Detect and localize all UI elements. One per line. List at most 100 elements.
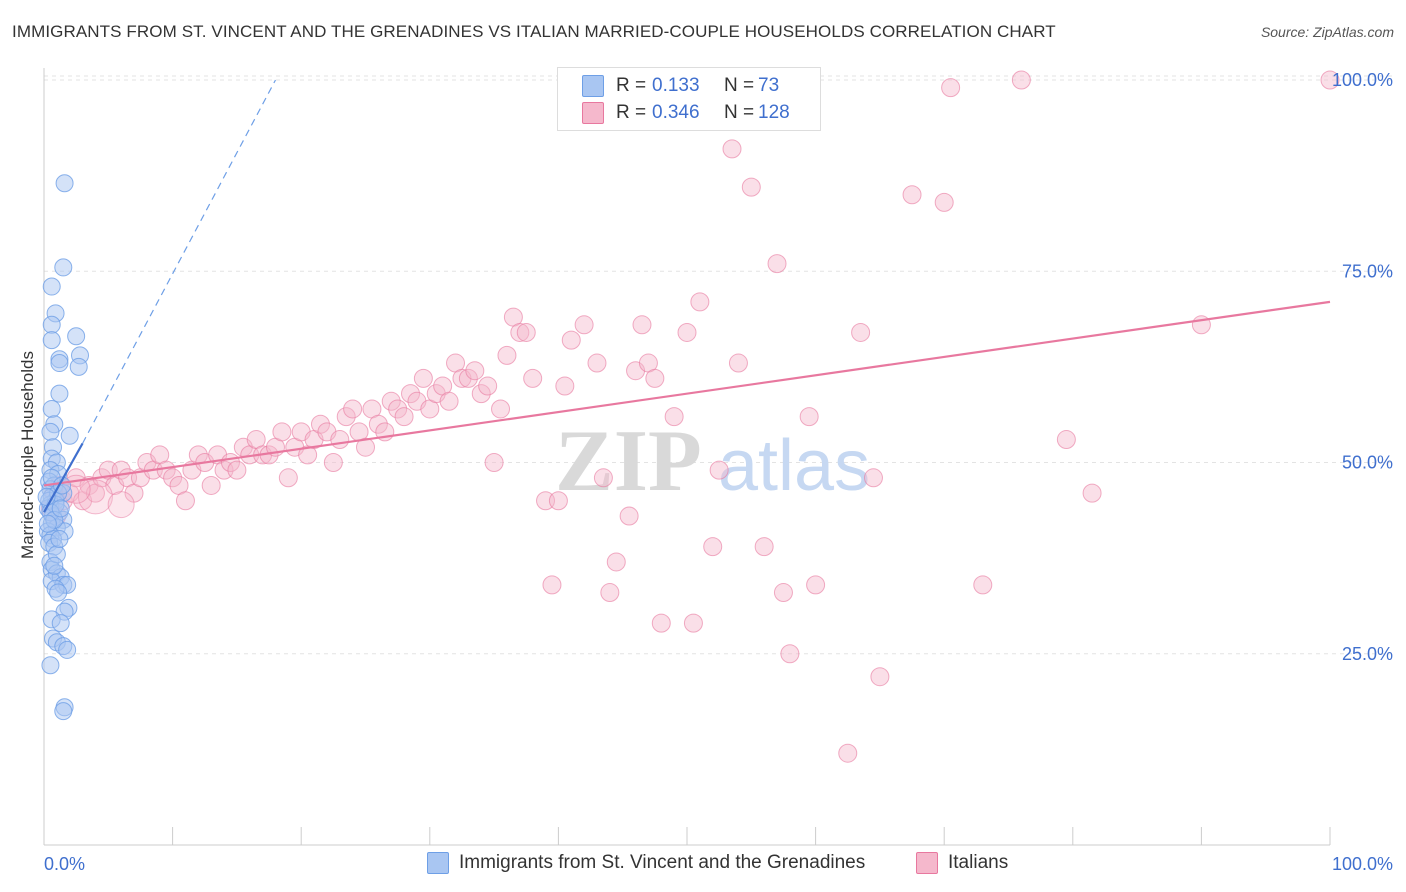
immigrants-point	[60, 426, 79, 445]
immigrants-trendline-extension	[82, 79, 277, 444]
italians-point	[163, 468, 183, 488]
italians-point	[278, 468, 298, 488]
italians-point	[227, 460, 247, 480]
series-legend: Immigrants from St. Vincent and the Gren…	[0, 852, 1406, 878]
italians-point	[741, 177, 761, 197]
immigrants-point	[54, 702, 73, 721]
italians-point	[356, 437, 375, 457]
italians-point	[388, 399, 408, 419]
legend-r-label: R =	[616, 102, 647, 123]
immigrants-point	[50, 530, 69, 548]
chart-title: IMMIGRANTS FROM ST. VINCENT AND THE GREN…	[12, 22, 1056, 41]
italians-point	[542, 575, 562, 595]
italians-point	[1011, 70, 1031, 90]
immigrants-point	[50, 354, 69, 373]
italians-point	[851, 322, 871, 342]
italians-point	[394, 407, 414, 427]
svg-immigrants-points	[37, 174, 90, 721]
italians-point	[683, 613, 703, 633]
italians-trendline	[43, 300, 1331, 487]
series-legend-label: Immigrants from St. Vincent and the Gren…	[459, 852, 866, 873]
immigrants-point	[54, 258, 73, 277]
legend-r-value: 0.133	[652, 75, 700, 96]
italians-point	[838, 743, 858, 763]
legend-swatch-blue	[582, 75, 604, 97]
italians-point	[555, 376, 575, 396]
immigrants-point	[50, 384, 69, 403]
immigrants-point	[55, 174, 74, 193]
immigrants-point	[45, 556, 64, 575]
italians-point	[401, 384, 421, 404]
series-legend-italians[interactable]: Italians	[916, 852, 1008, 874]
tick-labels: 25.0% 50.0% 75.0% 100.0% 0.0% 100.0%	[44, 70, 1393, 874]
italians-point	[510, 322, 530, 342]
gridlines	[44, 75, 1395, 655]
italians-point	[703, 537, 723, 557]
italians-point	[606, 552, 626, 572]
italians-point	[709, 460, 729, 480]
italians-point	[1320, 70, 1340, 90]
legend-swatch-blue	[427, 852, 449, 874]
italians-point	[523, 368, 543, 388]
italians-point	[973, 575, 993, 595]
legend-row-italians: R = 0.346 N = 128	[582, 101, 790, 125]
source-label: Source: ZipAtlas.com	[1260, 24, 1394, 40]
italians-point	[439, 391, 459, 411]
italians-point	[343, 399, 363, 419]
immigrants-point	[42, 331, 61, 350]
immigrants-point	[67, 327, 86, 346]
italians-point	[107, 491, 135, 519]
italians-point	[664, 407, 684, 427]
italians-point	[201, 475, 221, 495]
immigrants-point	[41, 422, 60, 441]
immigrants-trendline	[43, 442, 84, 513]
immigrants-point	[38, 514, 57, 533]
italians-point	[1082, 483, 1102, 503]
italians-point	[863, 468, 883, 488]
italians-point	[330, 430, 350, 450]
italians-point	[799, 407, 819, 427]
italians-point	[780, 644, 800, 664]
italians-point	[368, 414, 388, 434]
italians-point	[323, 453, 343, 472]
italians-point	[600, 583, 620, 603]
immigrants-point	[58, 640, 77, 659]
italians-point	[484, 453, 504, 472]
legend-swatch-pink	[582, 102, 604, 124]
y-tick-label: 25.0%	[1342, 644, 1393, 664]
y-tick-label: 75.0%	[1342, 261, 1393, 281]
italians-point	[806, 575, 826, 595]
y-axis-label: Married-couple Households	[18, 351, 37, 559]
watermark-zip: ZIP	[555, 413, 702, 510]
italians-point	[632, 315, 652, 335]
immigrants-point	[41, 656, 60, 675]
immigrants-point	[42, 277, 61, 296]
immigrants-point	[51, 614, 70, 633]
immigrants-point	[51, 499, 70, 518]
immigrants-point	[42, 399, 61, 418]
italians-point	[773, 583, 793, 603]
trendlines	[43, 79, 1331, 513]
series-legend-label: Italians	[948, 852, 1009, 873]
immigrants-point	[69, 357, 88, 376]
italians-point	[651, 613, 671, 633]
italians-point	[491, 399, 511, 419]
axes	[43, 68, 1331, 846]
italians-point	[767, 254, 787, 274]
italians-point	[677, 322, 697, 342]
italians-point	[690, 292, 710, 312]
watermark-atlas: atlas	[718, 426, 870, 506]
italians-point	[1056, 430, 1076, 450]
italians-point	[934, 192, 954, 212]
series-legend-immigrants[interactable]: Immigrants from St. Vincent and the Gren…	[427, 852, 865, 874]
legend-n-label: N =	[724, 102, 755, 123]
italians-point	[561, 330, 581, 350]
immigrants-point	[49, 583, 68, 602]
y-tick-label: 100.0%	[1332, 70, 1393, 90]
italians-point	[336, 407, 356, 427]
y-tick-label: 50.0%	[1342, 453, 1393, 473]
italians-point	[471, 384, 491, 404]
italians-point	[175, 491, 195, 511]
italians-point	[619, 506, 639, 526]
